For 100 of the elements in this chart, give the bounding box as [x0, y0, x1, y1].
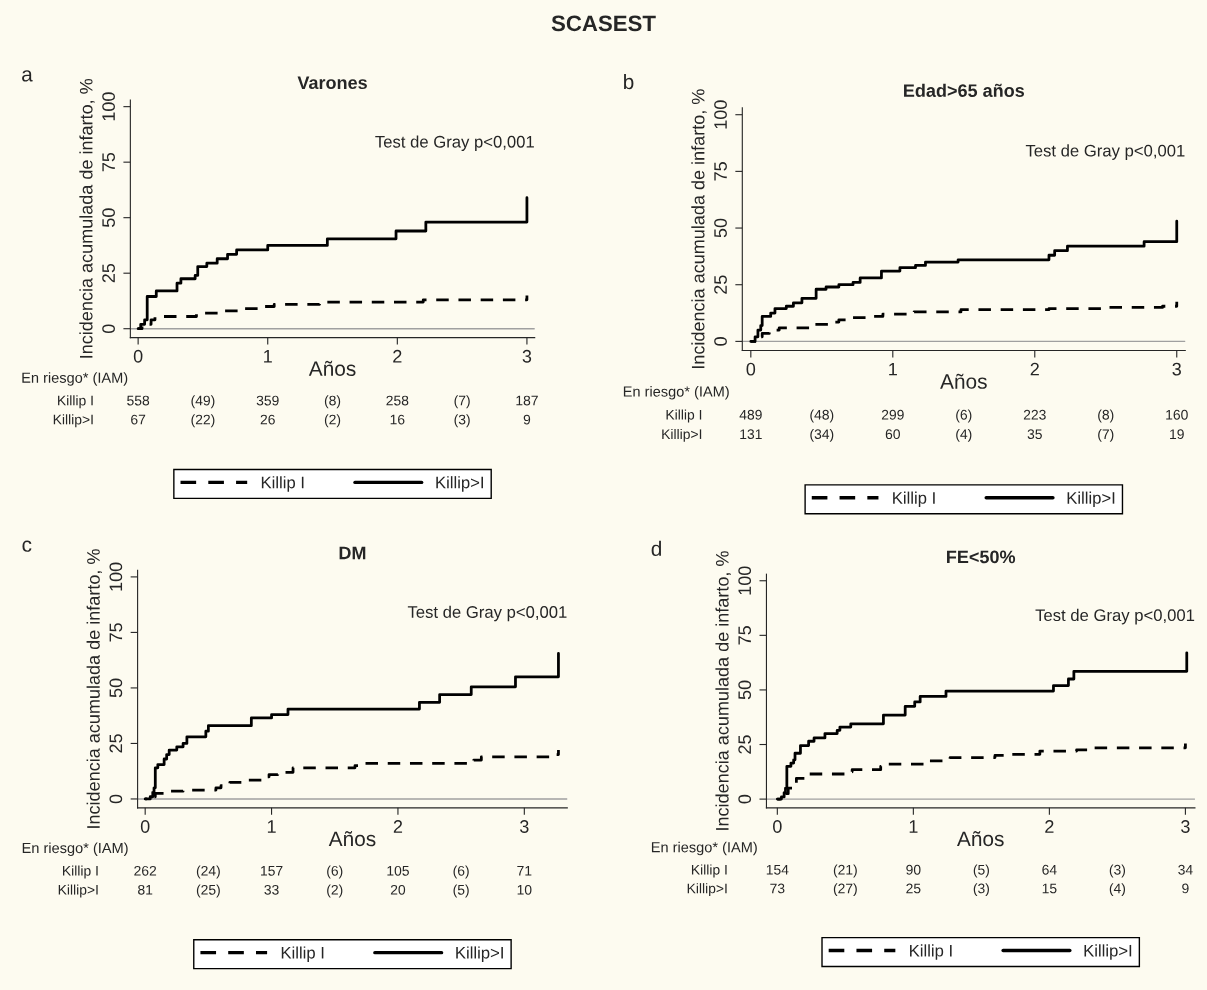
y-tick-label: 100: [714, 100, 727, 129]
y-tick-label: 25: [109, 734, 123, 753]
x-tick-label: 3: [1181, 820, 1190, 833]
text: Killip I: [58, 395, 93, 409]
text: 157: [261, 866, 283, 876]
text: a: [22, 70, 33, 82]
legend-label: Killip I: [910, 944, 952, 960]
legend-label: Killip>I: [436, 476, 483, 492]
chart-title: Edad>65 años: [904, 83, 1025, 97]
x-tick-label: 2: [393, 820, 403, 833]
y-tick-label: 100: [109, 562, 123, 591]
text: (7): [1098, 428, 1114, 442]
x-tick-label: 2: [393, 349, 402, 363]
x-tick-label: 0: [133, 349, 143, 363]
text: (22): [191, 414, 215, 428]
y-tick-label: 75: [714, 162, 727, 181]
y-tick-label: 50: [109, 678, 123, 698]
text: En riesgo* (IAM): [22, 842, 128, 857]
x-tick-label: 1: [909, 820, 918, 833]
y-axis-title: Incidencia acumulada de infarto, %: [86, 549, 102, 828]
x-tick-label: 3: [1172, 362, 1181, 376]
legend-label: Killip I: [261, 476, 304, 492]
x-tick-label: 2: [1045, 820, 1054, 833]
text: 26: [260, 414, 275, 425]
y-axis-title: Incidencia acumulada de infarto, %: [691, 89, 707, 369]
text: b: [624, 73, 634, 90]
y-tick-label: 100: [738, 566, 752, 595]
text: 154: [766, 864, 789, 875]
text: (48): [810, 409, 834, 423]
y-tick-label: 75: [102, 152, 115, 172]
text: (7): [454, 395, 470, 409]
x-tick-label: 0: [140, 820, 150, 833]
text: Killip I: [666, 409, 702, 423]
y-tick-label: 50: [738, 680, 752, 700]
y-tick-label: 25: [738, 735, 752, 754]
x-tick-label: 0: [773, 820, 782, 833]
text: (4): [956, 428, 972, 442]
text: (27): [833, 883, 857, 897]
x-axis-title: Años: [940, 373, 987, 389]
text: 73: [770, 883, 785, 894]
y-tick-label: 75: [738, 626, 752, 645]
y-tick-label: 25: [714, 275, 727, 294]
text: 35: [1027, 429, 1042, 440]
text: En riesgo* (IAM): [651, 841, 757, 856]
text: (49): [191, 395, 215, 409]
x-tick-label: 3: [522, 349, 532, 363]
text: c: [22, 540, 32, 552]
text: Killip I: [691, 864, 727, 878]
y-tick-label: 0: [109, 794, 123, 804]
y-tick-label: 50: [714, 218, 727, 238]
x-axis-title: Años: [308, 360, 356, 376]
y-tick-label: 0: [102, 324, 115, 334]
y-axis-title: Incidencia acumulada de infarto, %: [715, 551, 731, 830]
text: (5): [453, 884, 469, 898]
text: Killip>I: [662, 428, 702, 442]
text: 25: [906, 883, 921, 894]
annotation: Test de Gray p<0,001: [1025, 144, 1185, 160]
text: Killip I: [63, 865, 98, 879]
text: 60: [885, 429, 900, 440]
text: 299: [881, 409, 904, 420]
text: 160: [1166, 409, 1188, 420]
text: 19: [1170, 429, 1184, 440]
text: 262: [134, 865, 157, 876]
y-tick-label: 0: [714, 337, 727, 346]
text: 15: [1042, 883, 1057, 894]
legend-label: Killip>I: [456, 946, 503, 962]
text: (8): [324, 395, 341, 409]
text: 258: [386, 395, 409, 406]
text: En riesgo* (IAM): [623, 385, 729, 400]
x-tick-label: 1: [267, 820, 276, 833]
y-tick-label: 50: [102, 208, 115, 227]
text: 359: [256, 395, 279, 406]
text: (2): [324, 414, 341, 428]
text: 223: [1023, 409, 1046, 420]
text: d: [651, 540, 661, 557]
text: 558: [127, 395, 150, 406]
text: 105: [387, 865, 409, 876]
chart-title: Varones: [297, 76, 367, 90]
y-tick-label: 100: [102, 92, 115, 121]
annotation: Test de Gray p<0,001: [1035, 608, 1195, 625]
text: (5): [973, 864, 989, 878]
text: (6): [327, 865, 343, 879]
text: Killip>I: [58, 884, 98, 898]
text: 16: [390, 414, 405, 425]
text: 34: [1178, 864, 1193, 875]
text: 20: [390, 884, 406, 895]
text: (21): [833, 864, 857, 878]
legend-label: Killip I: [893, 491, 935, 508]
text: 33: [264, 884, 279, 895]
text: 131: [740, 429, 762, 440]
y-tick-label: 25: [102, 263, 115, 283]
annotation: Test de Gray p<0,001: [407, 605, 567, 622]
text: SCASEST: [551, 15, 656, 32]
text: 9: [523, 414, 531, 425]
text: 71: [517, 866, 532, 876]
text: (4): [1109, 883, 1126, 897]
text: 67: [131, 414, 146, 425]
text: 10: [517, 884, 532, 895]
x-tick-label: 1: [889, 362, 897, 376]
chart-title: FE<50%: [947, 550, 1016, 564]
